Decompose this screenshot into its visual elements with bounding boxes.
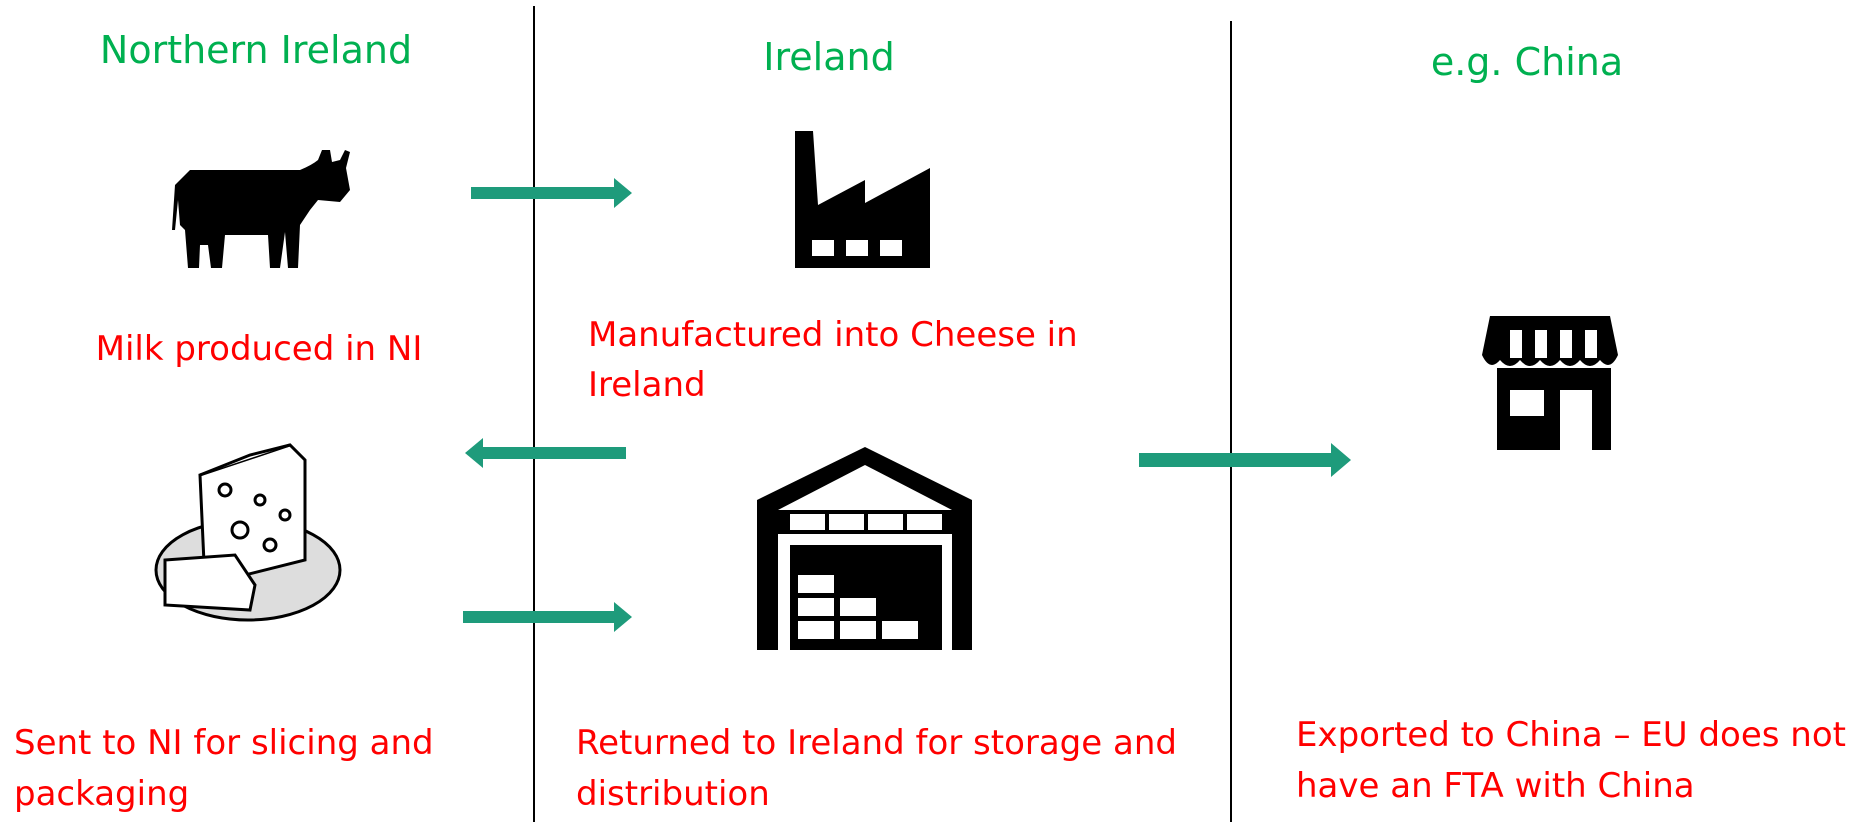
caption: have an FTA with China <box>1296 766 1695 806</box>
caption: packaging <box>14 774 189 814</box>
caption: Ireland <box>588 365 706 405</box>
cow-icon <box>172 150 350 268</box>
arrow <box>471 178 632 208</box>
caption: Returned to Ireland for storage and <box>576 723 1177 763</box>
caption: Sent to NI for slicing and <box>14 723 434 763</box>
cheese-icon <box>156 445 340 620</box>
arrow <box>465 438 626 468</box>
arrow <box>463 602 632 632</box>
arrow <box>1139 443 1351 477</box>
factory-icon <box>795 131 930 268</box>
caption: Exported to China – EU does not <box>1296 715 1846 755</box>
diagram: Northern Ireland Ireland e.g. China <box>0 0 1870 822</box>
region-label: Ireland <box>763 35 894 79</box>
region-label: Northern Ireland <box>100 28 412 72</box>
caption: distribution <box>576 774 770 814</box>
caption: Manufactured into Cheese in <box>588 315 1078 355</box>
shop-icon <box>1482 316 1618 450</box>
region-label: e.g. China <box>1431 40 1623 84</box>
caption: Milk produced in NI <box>96 329 423 369</box>
warehouse-icon <box>757 447 972 650</box>
